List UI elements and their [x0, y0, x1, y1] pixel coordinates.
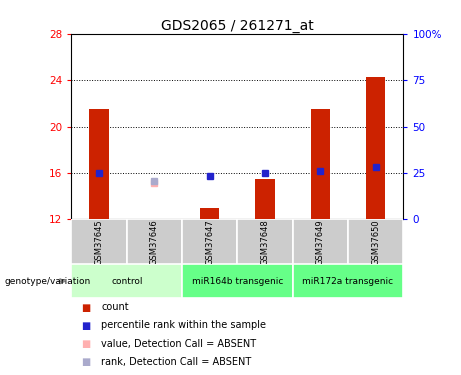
Text: rank, Detection Call = ABSENT: rank, Detection Call = ABSENT: [101, 357, 252, 366]
Text: GSM37650: GSM37650: [371, 219, 380, 265]
Bar: [182, 264, 293, 298]
Bar: [237, 219, 293, 264]
Text: miR164b transgenic: miR164b transgenic: [192, 277, 283, 286]
Bar: [127, 219, 182, 264]
Text: percentile rank within the sample: percentile rank within the sample: [101, 321, 266, 330]
Text: ■: ■: [81, 357, 90, 366]
Text: GSM37645: GSM37645: [95, 219, 104, 265]
Text: GSM37646: GSM37646: [150, 219, 159, 265]
Bar: [200, 208, 219, 219]
Bar: [293, 264, 403, 298]
Text: genotype/variation: genotype/variation: [5, 277, 91, 286]
Bar: [71, 219, 127, 264]
Text: count: count: [101, 303, 129, 312]
Text: GSM37647: GSM37647: [205, 219, 214, 265]
Bar: [255, 179, 275, 219]
Text: GSM37648: GSM37648: [260, 219, 270, 265]
Text: value, Detection Call = ABSENT: value, Detection Call = ABSENT: [101, 339, 256, 348]
Bar: [71, 264, 182, 298]
Text: GSM37649: GSM37649: [316, 219, 325, 265]
Text: ■: ■: [81, 321, 90, 330]
Text: miR172a transgenic: miR172a transgenic: [302, 277, 394, 286]
Bar: [366, 76, 385, 219]
Bar: [89, 109, 109, 219]
Title: GDS2065 / 261271_at: GDS2065 / 261271_at: [161, 19, 314, 33]
Bar: [293, 219, 348, 264]
Text: ■: ■: [81, 339, 90, 348]
Bar: [311, 109, 330, 219]
Bar: [182, 219, 237, 264]
Text: ■: ■: [81, 303, 90, 312]
Bar: [348, 219, 403, 264]
Text: control: control: [111, 277, 142, 286]
